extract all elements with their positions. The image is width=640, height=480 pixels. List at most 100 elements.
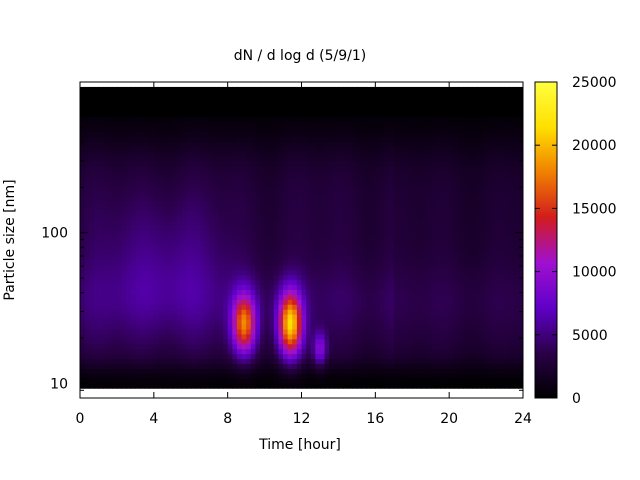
heatmap-cell (130, 230, 136, 236)
heatmap-cell (186, 309, 192, 315)
heatmap-cell (144, 319, 150, 325)
heatmap-cell (347, 353, 353, 360)
heatmap-cell (292, 378, 298, 384)
heatmap-cell (412, 358, 418, 365)
heatmap-cell (343, 338, 349, 345)
heatmap-cell (209, 249, 215, 256)
heatmap-cell (121, 358, 127, 365)
heatmap-cell (186, 190, 192, 197)
heatmap-cell (107, 151, 113, 157)
heatmap-cell (116, 373, 123, 379)
heatmap-cell (301, 328, 307, 335)
heatmap-cell (163, 180, 169, 187)
heatmap-cell (347, 146, 353, 152)
heatmap-cell (393, 165, 399, 172)
heatmap-cell (218, 259, 224, 266)
heatmap-cell (186, 195, 192, 202)
heatmap-cell (370, 86, 376, 93)
heatmap-cell (112, 333, 118, 340)
heatmap-cell (144, 106, 150, 113)
heatmap-cell (324, 170, 330, 177)
heatmap-cell (403, 338, 409, 345)
heatmap-cell (370, 190, 376, 197)
heatmap-cell (375, 333, 381, 340)
heatmap-cell (250, 91, 256, 98)
heatmap-cell (163, 333, 169, 340)
heatmap-cell (398, 373, 404, 379)
heatmap-cell (255, 299, 261, 305)
heatmap-cell (195, 190, 201, 197)
heatmap-cell (103, 299, 109, 305)
heatmap-cell (103, 205, 109, 211)
heatmap-cell (287, 294, 293, 300)
heatmap-cell (310, 136, 316, 142)
heatmap-cell (130, 254, 136, 261)
heatmap-cell (338, 86, 344, 93)
heatmap-cell (218, 146, 224, 152)
heatmap-cell (190, 185, 196, 192)
heatmap-cell (278, 244, 284, 251)
heatmap-cell (223, 264, 229, 271)
heatmap-cell (176, 294, 183, 300)
heatmap-cell (287, 146, 293, 152)
heatmap-cell (338, 136, 344, 142)
heatmap-cell (223, 165, 229, 172)
heatmap-cell (167, 121, 173, 128)
heatmap-cell (338, 165, 344, 172)
heatmap-cell (315, 175, 321, 182)
heatmap-cell (223, 106, 229, 113)
heatmap-cell (89, 240, 95, 246)
heatmap-cell (149, 333, 155, 340)
heatmap-cell (287, 230, 293, 236)
heatmap-cell (453, 244, 459, 251)
heatmap-cell (453, 210, 459, 216)
heatmap-cell (163, 126, 169, 132)
heatmap-cell (407, 299, 413, 305)
heatmap-cell (255, 230, 261, 236)
heatmap-cell (135, 338, 141, 345)
heatmap-cell (379, 180, 386, 187)
heatmap-cell (343, 309, 349, 315)
heatmap-cell (343, 343, 349, 350)
heatmap-cell (167, 200, 173, 207)
heatmap-cell (195, 333, 201, 340)
heatmap-cell (130, 353, 136, 360)
heatmap-cell (98, 195, 104, 202)
heatmap-cell (347, 161, 353, 167)
heatmap-cell (343, 161, 349, 167)
heatmap-cell (453, 131, 459, 137)
heatmap-cell (283, 156, 289, 162)
heatmap-cell (176, 210, 183, 216)
heatmap-cell (319, 91, 326, 98)
heatmap-cell (103, 230, 109, 236)
heatmap-cell (181, 333, 187, 340)
heatmap-cell (287, 116, 293, 123)
heatmap-cell (107, 96, 113, 103)
heatmap-cell (375, 141, 381, 147)
heatmap-cell (292, 146, 298, 152)
heatmap-cell (139, 240, 146, 246)
heatmap-cell (126, 244, 132, 251)
heatmap-cell (338, 378, 344, 384)
heatmap-cell (213, 131, 220, 137)
heatmap-cell (356, 86, 363, 93)
heatmap-cell (343, 225, 349, 231)
heatmap-cell (306, 240, 312, 246)
heatmap-cell (352, 141, 358, 147)
heatmap-cell (421, 220, 427, 226)
heatmap-cell (366, 111, 372, 118)
heatmap-cell (176, 200, 183, 207)
heatmap-cell (370, 348, 376, 355)
heatmap-cell (310, 244, 316, 251)
heatmap-cell (236, 161, 243, 167)
heatmap-cell (449, 274, 455, 281)
heatmap-cell (246, 190, 252, 197)
heatmap-cell (126, 121, 132, 128)
heatmap-cell (453, 373, 459, 379)
heatmap-cell (426, 111, 432, 118)
heatmap-cell (103, 121, 109, 128)
heatmap-cell (153, 279, 160, 286)
heatmap-cell (218, 205, 224, 211)
heatmap-cell (218, 284, 224, 290)
heatmap-cell (195, 328, 201, 335)
